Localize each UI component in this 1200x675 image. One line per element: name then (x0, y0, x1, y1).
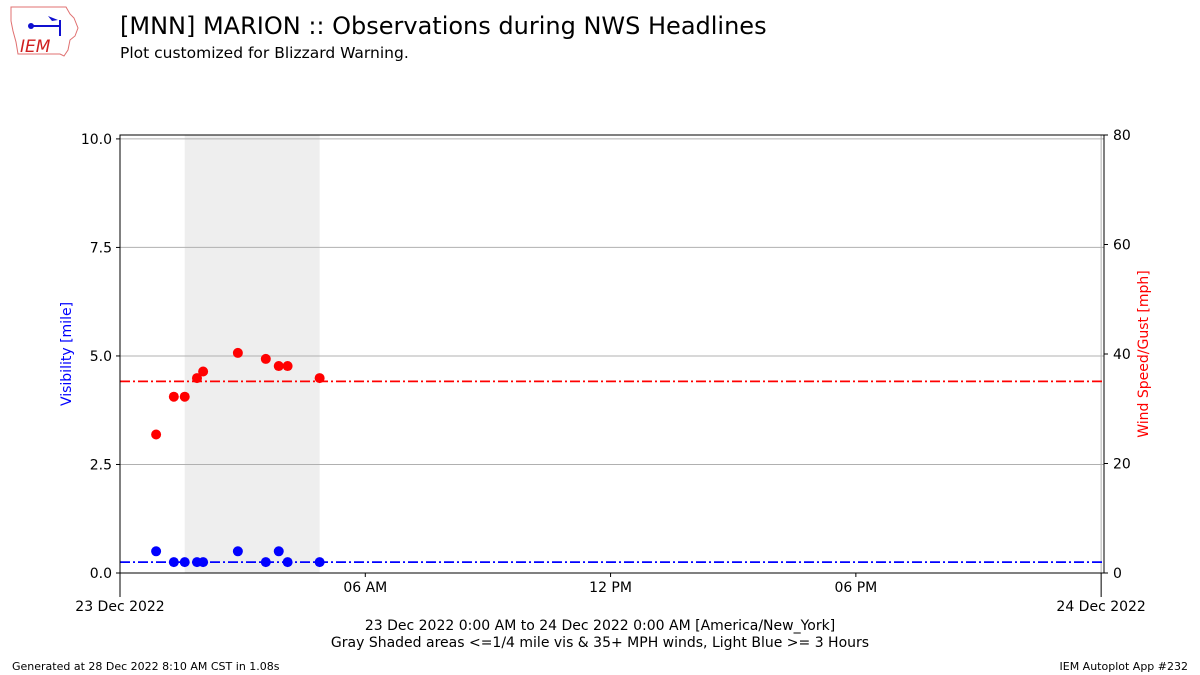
visibility-point (151, 546, 162, 557)
x-axis-sublabel: Gray Shaded areas <=1/4 mile vis & 35+ M… (330, 635, 870, 651)
visibility-point (314, 557, 325, 568)
svg-text:IEM: IEM (20, 37, 51, 57)
plot-frame (119, 134, 1105, 574)
y2-tick-label: 40 (1113, 347, 1131, 363)
visibility-point (282, 557, 293, 568)
y-axis-label: Visibility [mile] (59, 302, 75, 406)
y2-tick-label: 20 (1113, 457, 1131, 473)
y2-tick-label: 0 (1113, 566, 1122, 582)
y-tick-label: 7.5 (90, 240, 112, 256)
visibility-point (260, 557, 271, 568)
visibility-point (179, 557, 190, 568)
page-subtitle: Plot customized for Blizzard Warning. (120, 44, 409, 62)
x-tick-label: 23 Dec 2022 (75, 599, 164, 615)
x-tick-label: 06 AM (343, 580, 387, 596)
wind-point (198, 366, 209, 377)
visibility-point (273, 546, 284, 557)
visibility-point (232, 546, 243, 557)
generated-footer: Generated at 28 Dec 2022 8:10 AM CST in … (12, 660, 280, 673)
y2-axis-label: Wind Speed/Gust [mph] (1136, 270, 1152, 438)
y-tick-label: 5.0 (90, 349, 112, 365)
app-footer: IEM Autoplot App #232 (1059, 660, 1189, 673)
wind-point (151, 429, 162, 440)
visibility-point (198, 557, 209, 568)
y-tick-label: 10.0 (81, 132, 112, 148)
x-tick-label: 06 PM (834, 580, 877, 596)
wind-point (191, 373, 202, 384)
wind-point (282, 361, 293, 372)
y-tick-label: 0.0 (90, 566, 112, 582)
x-axis-label: 23 Dec 2022 0:00 AM to 24 Dec 2022 0:00 … (364, 618, 836, 634)
x-tick-label: 24 Dec 2022 (1056, 599, 1145, 615)
y-tick-label: 2.5 (90, 457, 112, 473)
page-title: [MNN] MARION :: Observations during NWS … (120, 12, 767, 40)
y2-tick-label: 80 (1113, 128, 1131, 144)
wind-point (314, 373, 325, 384)
wind-point (179, 391, 190, 402)
x-tick-label: 12 PM (589, 580, 632, 596)
iem-logo: IEM (10, 6, 79, 57)
visibility-point (168, 557, 179, 568)
y2-tick-label: 60 (1113, 238, 1131, 254)
wind-point (260, 353, 271, 364)
wind-point (232, 347, 243, 358)
shaded-area (184, 135, 320, 573)
wind-point (273, 361, 284, 372)
wind-point (168, 391, 179, 402)
